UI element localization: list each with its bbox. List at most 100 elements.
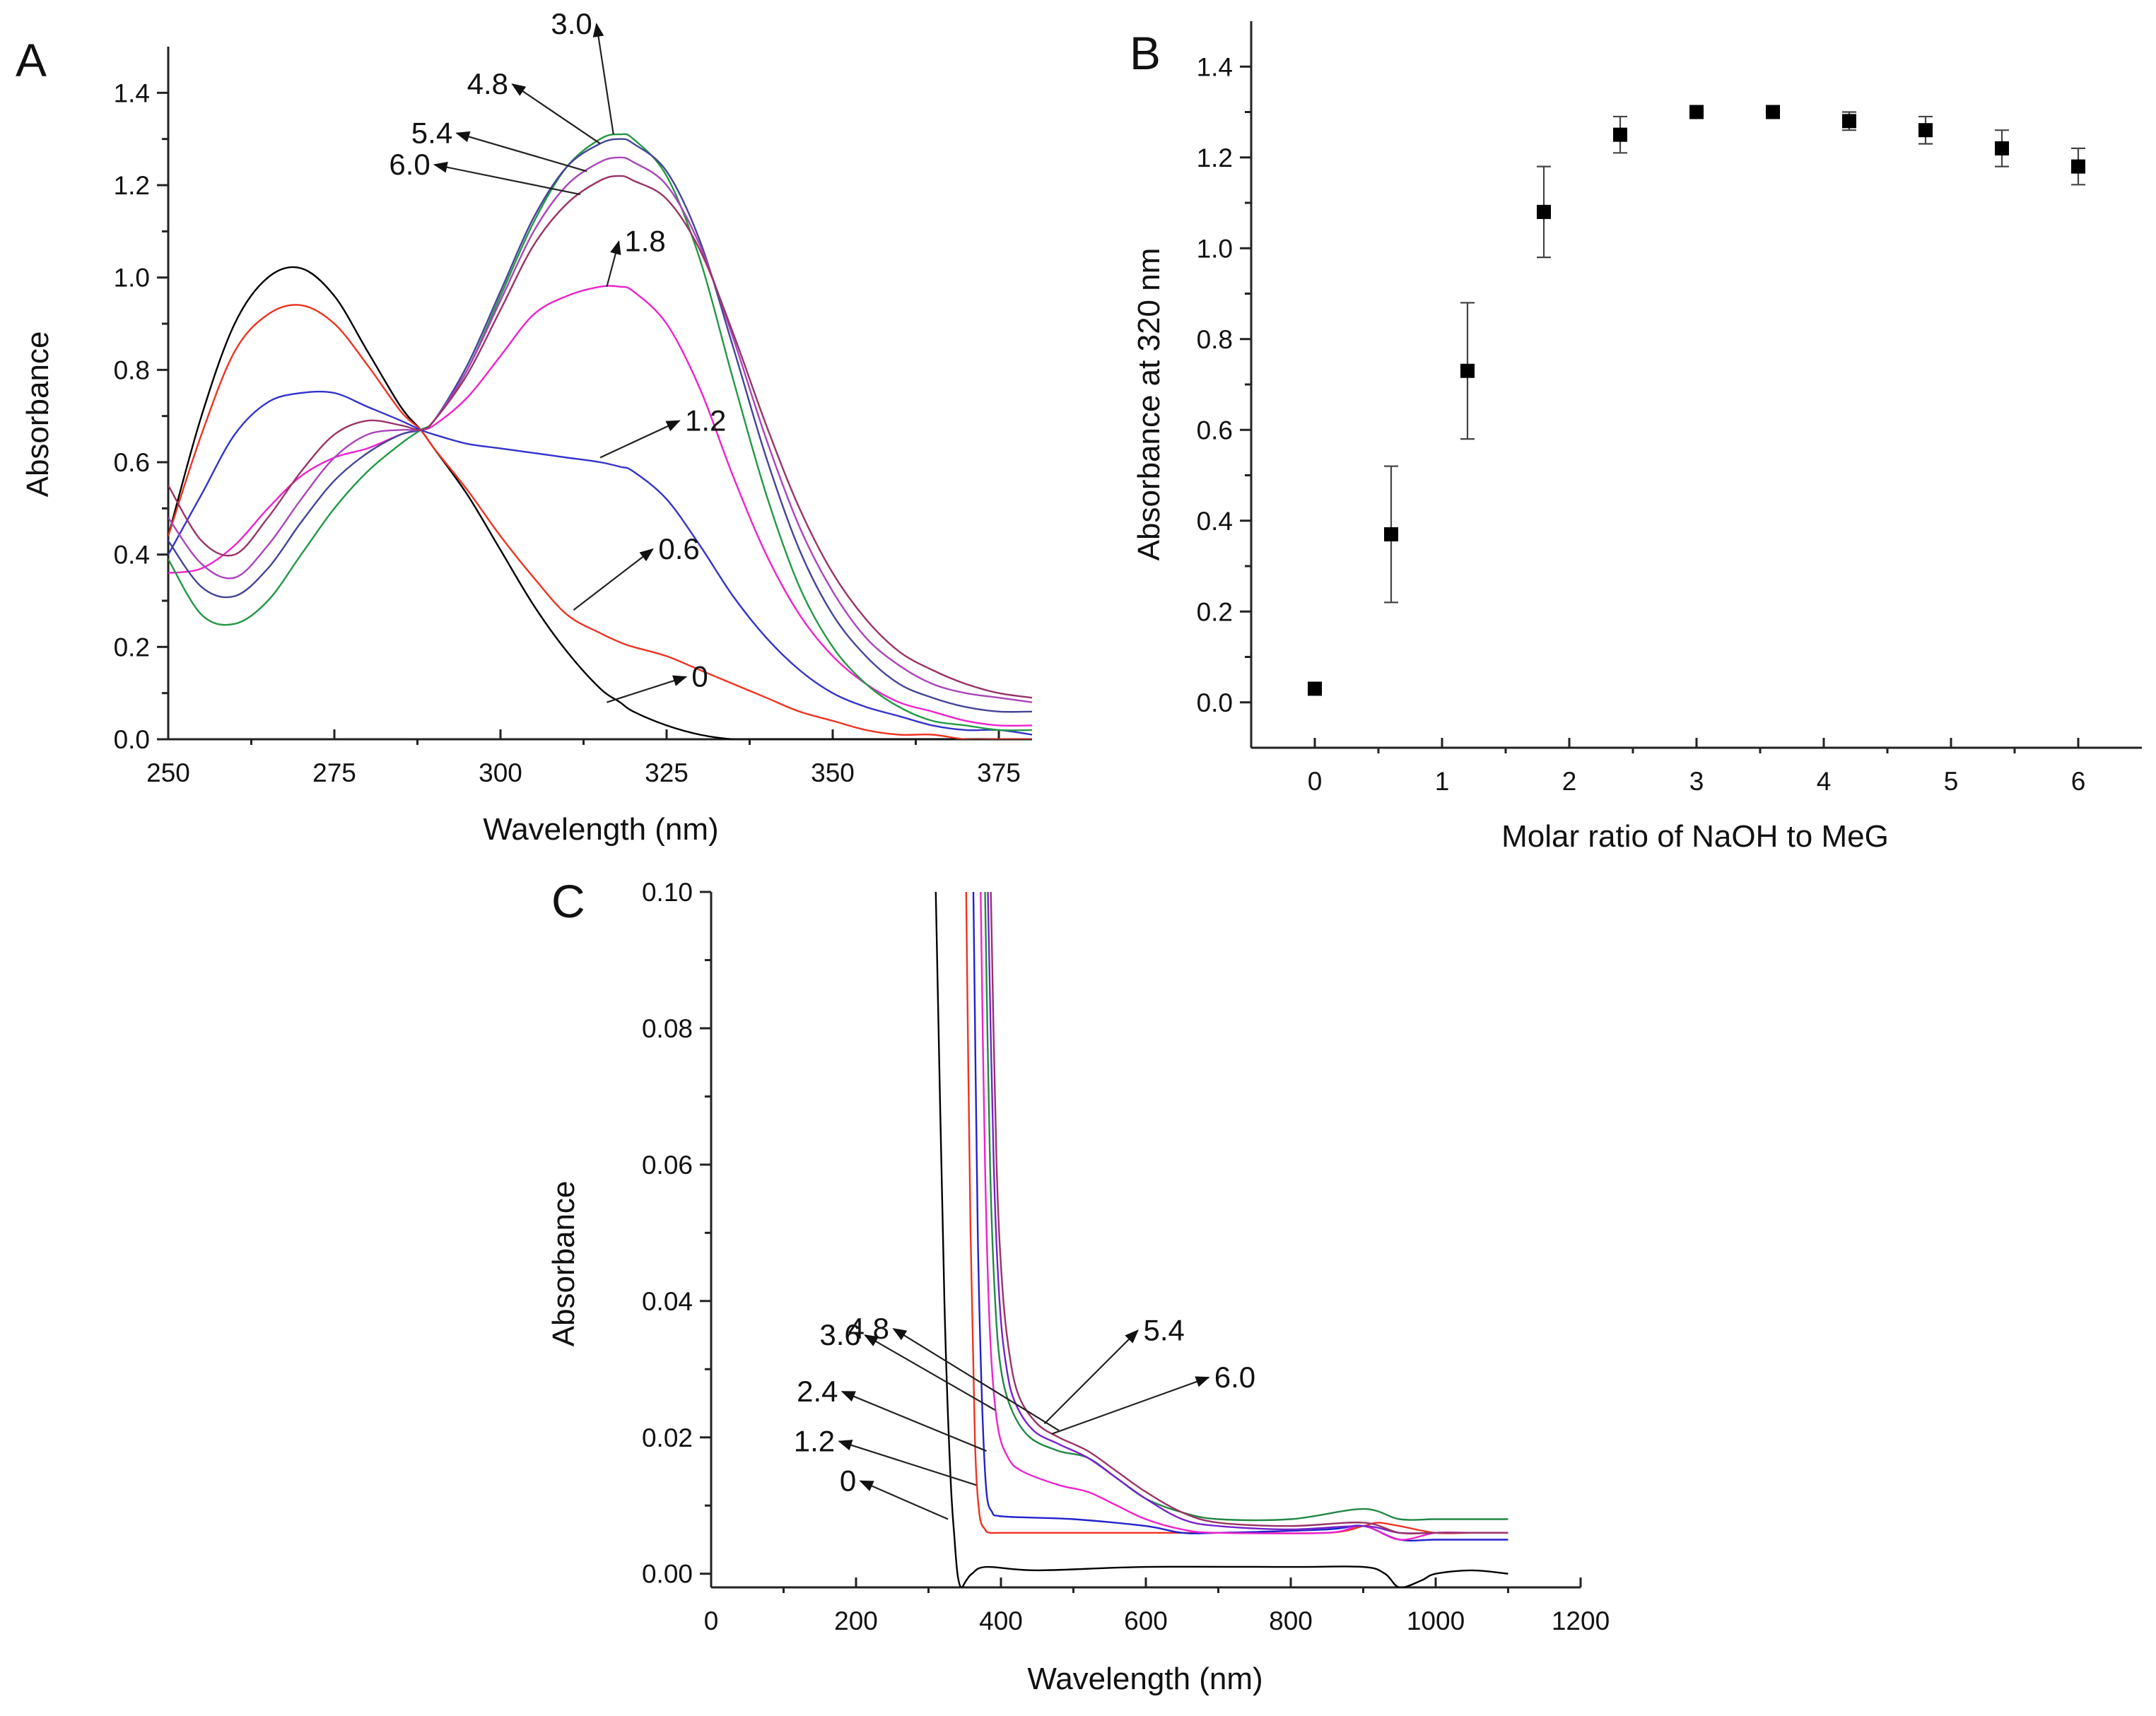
panel-c-xlabel: Wavelength (nm) — [1027, 1662, 1262, 1696]
panel-a-letter: A — [16, 34, 47, 86]
annotation-arrow — [864, 1334, 996, 1411]
series-line-3.6 — [980, 892, 1508, 1541]
data-point — [1613, 127, 1627, 142]
x-tick-label: 0 — [704, 1606, 719, 1635]
x-tick-label: 0 — [1308, 767, 1323, 796]
annotation-arrow — [592, 23, 614, 135]
annotation-arrow — [859, 1480, 949, 1520]
series-line-0 — [935, 892, 1508, 1587]
annotation-arrow — [1043, 1329, 1139, 1425]
annotation-label: 0 — [691, 660, 708, 693]
x-tick-label: 350 — [811, 758, 855, 787]
y-tick-label: 0.02 — [642, 1423, 693, 1452]
panel-a-chart: A Wavelength (nm) Absorbance 250 275 300 32… — [16, 7, 1032, 847]
y-tick-label: 0.08 — [642, 1014, 693, 1043]
panel-b-chart: B Molar ratio of NaOH to MeG Absorbance … — [1130, 21, 2142, 854]
annotation-label: 3.6 — [819, 1318, 860, 1351]
x-tick-label: 1200 — [1552, 1606, 1610, 1635]
series-line-4.8 — [984, 892, 1508, 1522]
x-tick-label: 800 — [1269, 1606, 1313, 1635]
y-tick-label: 0.10 — [642, 878, 693, 907]
panel-a-ylabel: Absorbance — [20, 331, 55, 498]
annotation-label: 3.0 — [551, 7, 592, 40]
x-tick-label: 2 — [1562, 767, 1577, 796]
y-tick-label: 0.2 — [1197, 597, 1233, 626]
series-line-4.8 — [168, 138, 1032, 713]
annotation-label: 5.4 — [1144, 1313, 1185, 1346]
x-tick-label: 400 — [979, 1606, 1023, 1635]
series-line-3.0 — [168, 133, 1032, 731]
y-tick-label: 0.4 — [1197, 507, 1233, 536]
y-tick-label: 0.00 — [642, 1560, 693, 1589]
y-tick-label: 1.0 — [114, 264, 150, 293]
x-tick-label: 325 — [645, 758, 689, 787]
y-tick-label: 1.2 — [114, 171, 150, 200]
data-point — [1689, 105, 1704, 119]
panel-a-xlabel: Wavelength (nm) — [483, 812, 718, 847]
x-tick-label: 375 — [977, 758, 1021, 787]
y-tick-label: 0.8 — [1197, 325, 1233, 354]
panel-b-xlabel: Molar ratio of NaOH to MeG — [1501, 819, 1889, 854]
annotation-arrow — [840, 1391, 987, 1452]
annotation-label: 0.6 — [658, 532, 699, 565]
data-point — [1842, 114, 1856, 129]
y-tick-label: 0.0 — [114, 725, 150, 754]
annotation-arrow — [607, 675, 688, 703]
data-point — [1537, 204, 1551, 219]
annotation-label: 1.2 — [685, 404, 726, 437]
y-tick-label: 0.04 — [642, 1287, 693, 1316]
series-line-0.6 — [168, 304, 1032, 739]
data-point — [1995, 141, 2009, 155]
x-tick-label: 1 — [1435, 767, 1450, 796]
x-tick-label: 5 — [1944, 767, 1959, 796]
series-line-1.8 — [168, 285, 1032, 727]
annotation-label: 0 — [840, 1464, 856, 1498]
y-tick-label: 0.6 — [1197, 416, 1233, 445]
annotation-label: 1.8 — [624, 225, 665, 258]
series-line-0 — [168, 266, 1032, 739]
annotation-arrow — [606, 240, 621, 288]
x-tick-label: 6 — [2071, 767, 2086, 796]
annotation-arrow — [892, 1328, 1060, 1432]
y-tick-label: 0.4 — [114, 541, 150, 570]
data-point — [1460, 363, 1475, 378]
x-tick-label: 275 — [312, 758, 356, 787]
data-point — [1308, 681, 1322, 696]
annotation-label: 5.4 — [411, 116, 452, 149]
data-point — [2071, 159, 2085, 174]
series-line-6.0 — [990, 892, 1508, 1535]
annotation-arrow — [599, 420, 681, 459]
panel-b-ylabel: Absorbance at 320 nm — [1132, 248, 1166, 561]
y-tick-label: 1.4 — [114, 78, 150, 107]
series-line-1.2 — [965, 892, 1508, 1534]
annotation-label: 4.8 — [467, 67, 508, 100]
panel-c-chart: C Wavelength (nm) Absorbance 0 200 400 600 8… — [546, 875, 1610, 1696]
y-tick-label: 0.6 — [114, 448, 150, 477]
x-tick-label: 300 — [479, 758, 522, 787]
x-tick-label: 600 — [1124, 1606, 1168, 1635]
panel-c-ylabel: Absorbance — [546, 1181, 581, 1347]
annotation-arrow — [455, 131, 587, 172]
y-tick-label: 1.0 — [1197, 234, 1233, 263]
annotation-label: 6.0 — [1214, 1361, 1255, 1394]
annotation-arrow — [573, 548, 654, 611]
x-tick-label: 250 — [146, 758, 190, 787]
x-tick-label: 1000 — [1407, 1606, 1465, 1635]
data-point — [1384, 527, 1398, 542]
x-tick-label: 3 — [1689, 767, 1704, 796]
series-line-2.4 — [972, 892, 1508, 1542]
x-tick-label: 200 — [834, 1606, 878, 1635]
annotation-arrow — [511, 83, 601, 145]
panel-c-letter: C — [551, 875, 585, 927]
data-point — [1918, 123, 1933, 138]
x-tick-label: 4 — [1817, 767, 1832, 796]
y-tick-label: 0.06 — [642, 1151, 693, 1180]
annotation-label: 2.4 — [797, 1375, 838, 1408]
data-point — [1766, 105, 1780, 119]
annotation-arrow — [1051, 1376, 1210, 1435]
series-line-1.2 — [168, 390, 1032, 736]
y-tick-label: 0.0 — [1197, 688, 1233, 717]
y-tick-label: 0.8 — [114, 355, 150, 384]
annotation-label: 6.0 — [389, 148, 430, 181]
